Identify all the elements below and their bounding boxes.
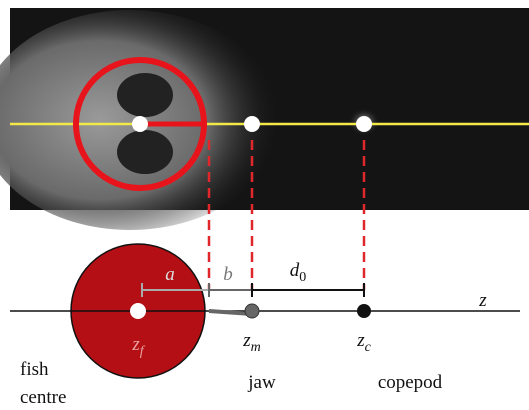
label-zm: zm [242, 330, 261, 355]
subscript: 0 [299, 270, 306, 285]
subscript: c [365, 340, 372, 355]
label-a: a [165, 264, 175, 285]
label-fish: fish [20, 359, 49, 380]
subscript: m [251, 340, 261, 355]
label-jaw: jaw [247, 372, 276, 393]
label-centre: centre [20, 387, 66, 408]
label-copepod: copepod [378, 372, 443, 393]
label-z: z [478, 290, 487, 311]
label-d0: d0 [290, 260, 307, 285]
symbol: d [290, 260, 300, 281]
schematic [10, 244, 520, 378]
photo [0, 8, 529, 230]
diagram: a b d0 z zf zm zc fish centre jaw copepo… [0, 0, 529, 410]
label-zc: zc [356, 330, 371, 355]
label-b: b [223, 264, 233, 285]
